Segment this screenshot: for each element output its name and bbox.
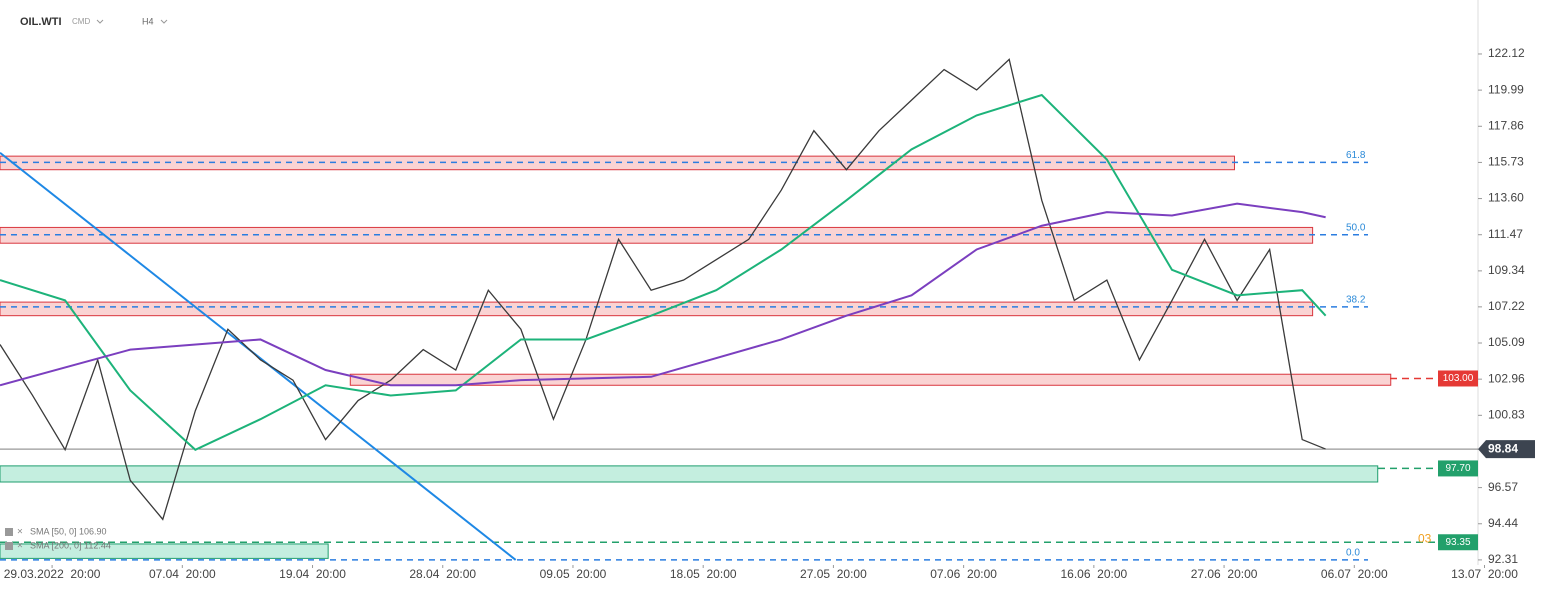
y-tick-label: 109.34	[1488, 263, 1525, 277]
y-tick-label: 117.86	[1488, 118, 1524, 132]
zone	[349, 373, 1392, 386]
y-tick-label: 119.99	[1488, 82, 1524, 96]
y-tick-label: 107.22	[1488, 299, 1525, 313]
y-tick-label: 105.09	[1488, 335, 1525, 349]
sma-line	[0, 93, 1327, 451]
y-tick-label: 92.31	[1488, 552, 1518, 566]
legend-close: ×	[17, 541, 23, 552]
legend-icon	[5, 528, 13, 536]
level-badge	[1438, 460, 1478, 477]
level-badge	[1438, 534, 1478, 551]
fib-label: 38.2	[1346, 294, 1366, 305]
y-tick-label: 94.44	[1488, 516, 1518, 530]
fib-label: 0.0	[1346, 548, 1360, 559]
x-tick-label: 09.05 20:00	[540, 567, 607, 581]
level-label: 93.35	[1445, 537, 1470, 548]
x-tick-label: 29.03.2022 20:00	[4, 567, 101, 581]
zone	[0, 301, 1314, 317]
x-tick-label: 13.07 20:00	[1451, 567, 1518, 581]
x-tick-label: 07.04 20:00	[149, 567, 216, 581]
y-tick-label: 111.47	[1488, 227, 1523, 241]
legend-entry: SMA [50, 0] 106.90	[30, 526, 107, 536]
zone	[0, 465, 1379, 483]
x-tick-label: 16.06 20:00	[1060, 567, 1127, 581]
y-tick-label: 100.83	[1488, 407, 1525, 421]
price-line	[0, 58, 1326, 521]
last-price-badge	[1478, 440, 1535, 459]
y-tick-label: 113.60	[1488, 191, 1524, 205]
level-label: 103.00	[1443, 373, 1474, 384]
x-tick-label: 27.06 20:00	[1191, 567, 1258, 581]
x-tick-label: 18.05 20:00	[670, 567, 737, 581]
dropdown-icon[interactable]	[160, 19, 168, 24]
x-tick-label: 19.04 20:00	[279, 567, 346, 581]
zone	[0, 543, 329, 559]
x-tick-label: 07.06 20:00	[930, 567, 997, 581]
x-tick-label: 28.04 20:00	[409, 567, 476, 581]
fib-label: 61.8	[1346, 150, 1366, 161]
y-tick-label: 115.73	[1488, 155, 1524, 169]
last-price-label: 98.84	[1488, 441, 1518, 455]
annotation: 03	[1418, 531, 1432, 545]
x-tick-label: 06.07 20:00	[1321, 567, 1388, 581]
legend-close: ×	[17, 527, 23, 538]
level-label: 97.70	[1445, 463, 1470, 474]
level-badge	[1438, 370, 1478, 387]
x-tick-label: 27.05 20:00	[800, 567, 867, 581]
sma-line	[0, 202, 1326, 387]
fib-label: 50.0	[1346, 222, 1366, 233]
trendline	[0, 151, 517, 561]
instrument-class[interactable]: CMD	[72, 17, 90, 26]
y-tick-label: 96.57	[1488, 480, 1518, 494]
y-tick-label: 122.12	[1488, 46, 1525, 60]
y-tick-label: 102.96	[1488, 371, 1525, 385]
legend-icon	[5, 542, 13, 550]
legend-entry: SMA [200, 0] 112.44	[30, 540, 111, 550]
chart-title: OIL.WTI	[20, 16, 62, 28]
dropdown-icon[interactable]	[96, 19, 104, 24]
timeframe[interactable]: H4	[142, 16, 154, 26]
